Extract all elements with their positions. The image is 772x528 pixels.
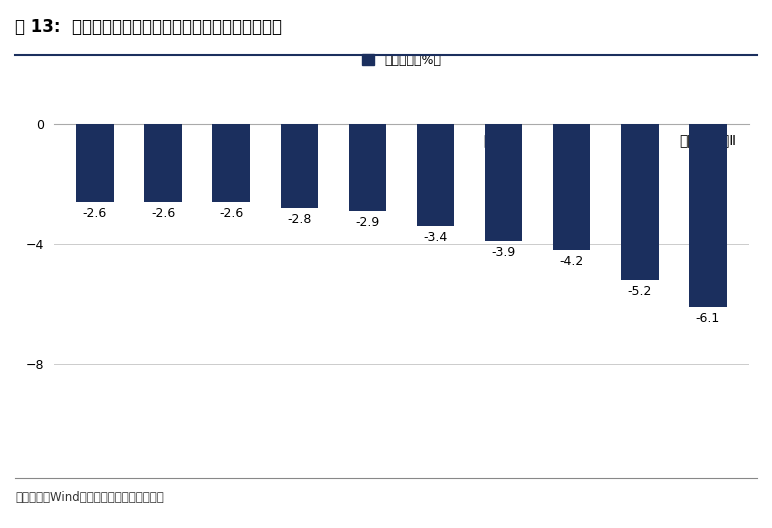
Bar [485,124,523,241]
Bar [144,124,181,202]
Text: -6.1: -6.1 [696,312,720,325]
Text: -2.8: -2.8 [287,213,311,226]
Bar [689,124,726,307]
Text: -3.9: -3.9 [492,246,516,259]
Text: -3.4: -3.4 [423,231,448,244]
Text: -4.2: -4.2 [560,255,584,268]
Text: -2.9: -2.9 [355,216,380,229]
Bar [212,124,250,202]
Bar [417,124,454,225]
Bar [76,124,113,202]
Bar [349,124,386,211]
Bar [553,124,591,250]
Text: 图 13:  上周跌幅最大（涨幅最小）的十个二级行业指数: 图 13: 上周跌幅最大（涨幅最小）的十个二级行业指数 [15,18,283,36]
Text: -2.6: -2.6 [151,207,175,220]
Text: -2.6: -2.6 [83,207,107,220]
Text: 数据来源：Wind、国信证券经济研究所整理: 数据来源：Wind、国信证券经济研究所整理 [15,491,164,504]
Legend: 周涨跌幅（%）: 周涨跌幅（%） [362,54,441,67]
Bar [280,124,318,208]
Text: -2.6: -2.6 [219,207,243,220]
Bar [621,124,659,280]
Text: -5.2: -5.2 [628,285,652,298]
